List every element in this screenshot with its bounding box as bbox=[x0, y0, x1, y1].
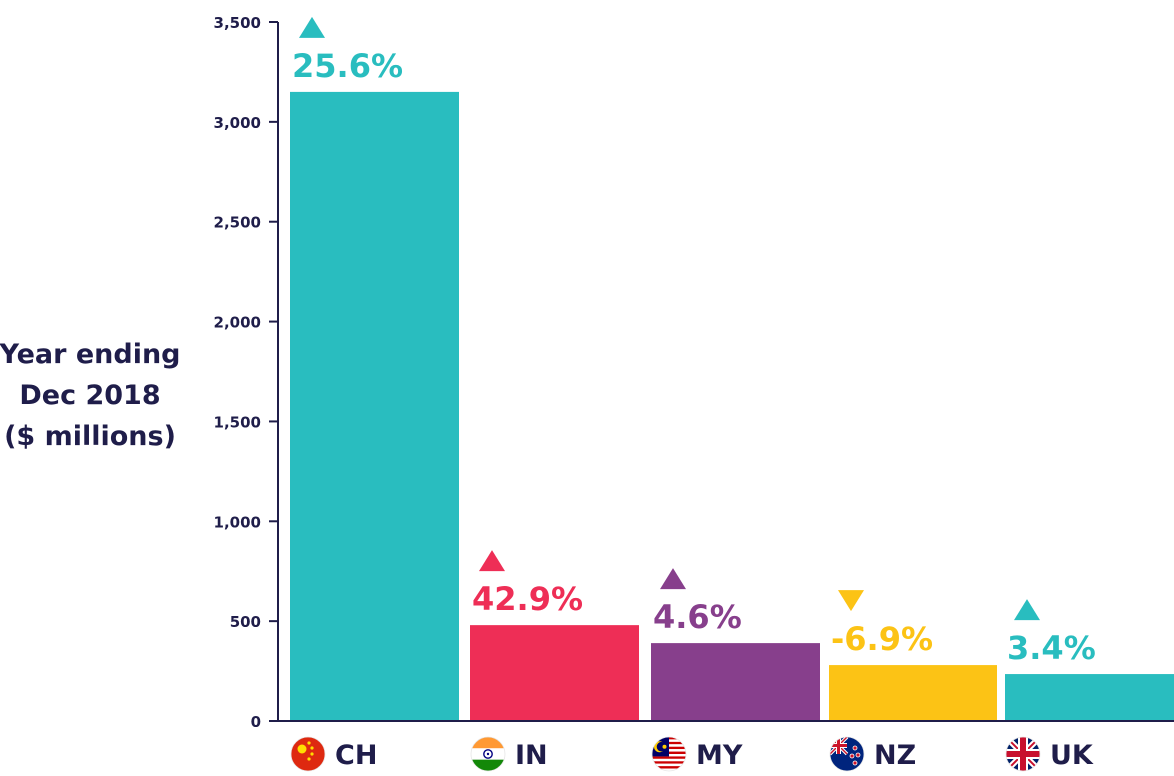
x-axis-categories: CH IN MY NZ UK bbox=[290, 736, 1094, 772]
bar-ch bbox=[290, 91, 459, 721]
category-label-in: IN bbox=[515, 740, 548, 771]
up-arrow-icon bbox=[1014, 599, 1040, 621]
up-arrow-icon bbox=[299, 16, 325, 38]
bar-in bbox=[470, 625, 639, 721]
category-label-my: MY bbox=[696, 740, 743, 771]
y-axis-label-line-2: Dec 2018 bbox=[19, 380, 160, 411]
y-tick-label: 2,500 bbox=[214, 214, 261, 232]
bar-nz bbox=[829, 665, 997, 721]
category-label-uk: UK bbox=[1050, 740, 1094, 771]
y-tick-label: 1,000 bbox=[214, 513, 261, 531]
malaysia-flag-icon bbox=[651, 736, 687, 772]
new-zealand-flag-icon bbox=[829, 736, 865, 772]
y-tick-label: 1,500 bbox=[214, 413, 261, 431]
up-arrow-icon bbox=[660, 568, 686, 590]
y-axis-ticks: 0 500 1,000 1,500 2,000 2,500 3,000 3,500 bbox=[214, 14, 278, 731]
change-label-in: 42.9% bbox=[472, 580, 583, 618]
change-label-nz: -6.9% bbox=[831, 620, 933, 658]
y-axis-label: Year ending Dec 2018 ($ millions) bbox=[0, 339, 180, 452]
change-annotations: 25.6% 42.9% 4.6% -6.9% 3.4% bbox=[292, 16, 1096, 667]
uk-flag-icon bbox=[1005, 736, 1041, 772]
bar-my bbox=[651, 643, 820, 721]
y-tick-label: 3,000 bbox=[214, 114, 261, 132]
y-axis-label-line-3: ($ millions) bbox=[4, 421, 176, 452]
category-label-ch: CH bbox=[335, 740, 377, 771]
y-tick-label: 500 bbox=[230, 613, 261, 631]
up-arrow-icon bbox=[479, 550, 505, 572]
down-arrow-icon bbox=[838, 590, 864, 612]
y-tick-label: 2,000 bbox=[214, 314, 261, 332]
change-label-ch: 25.6% bbox=[292, 47, 403, 85]
y-axis-label-line-1: Year ending bbox=[0, 339, 180, 370]
change-label-uk: 3.4% bbox=[1007, 629, 1096, 667]
change-label-my: 4.6% bbox=[653, 598, 742, 636]
india-flag-icon bbox=[470, 736, 506, 772]
y-tick-label: 3,500 bbox=[214, 14, 261, 32]
china-flag-icon bbox=[290, 736, 326, 772]
category-label-nz: NZ bbox=[874, 740, 916, 771]
y-tick-label: 0 bbox=[251, 713, 261, 731]
bars bbox=[290, 91, 1174, 721]
bar-uk bbox=[1005, 674, 1174, 721]
